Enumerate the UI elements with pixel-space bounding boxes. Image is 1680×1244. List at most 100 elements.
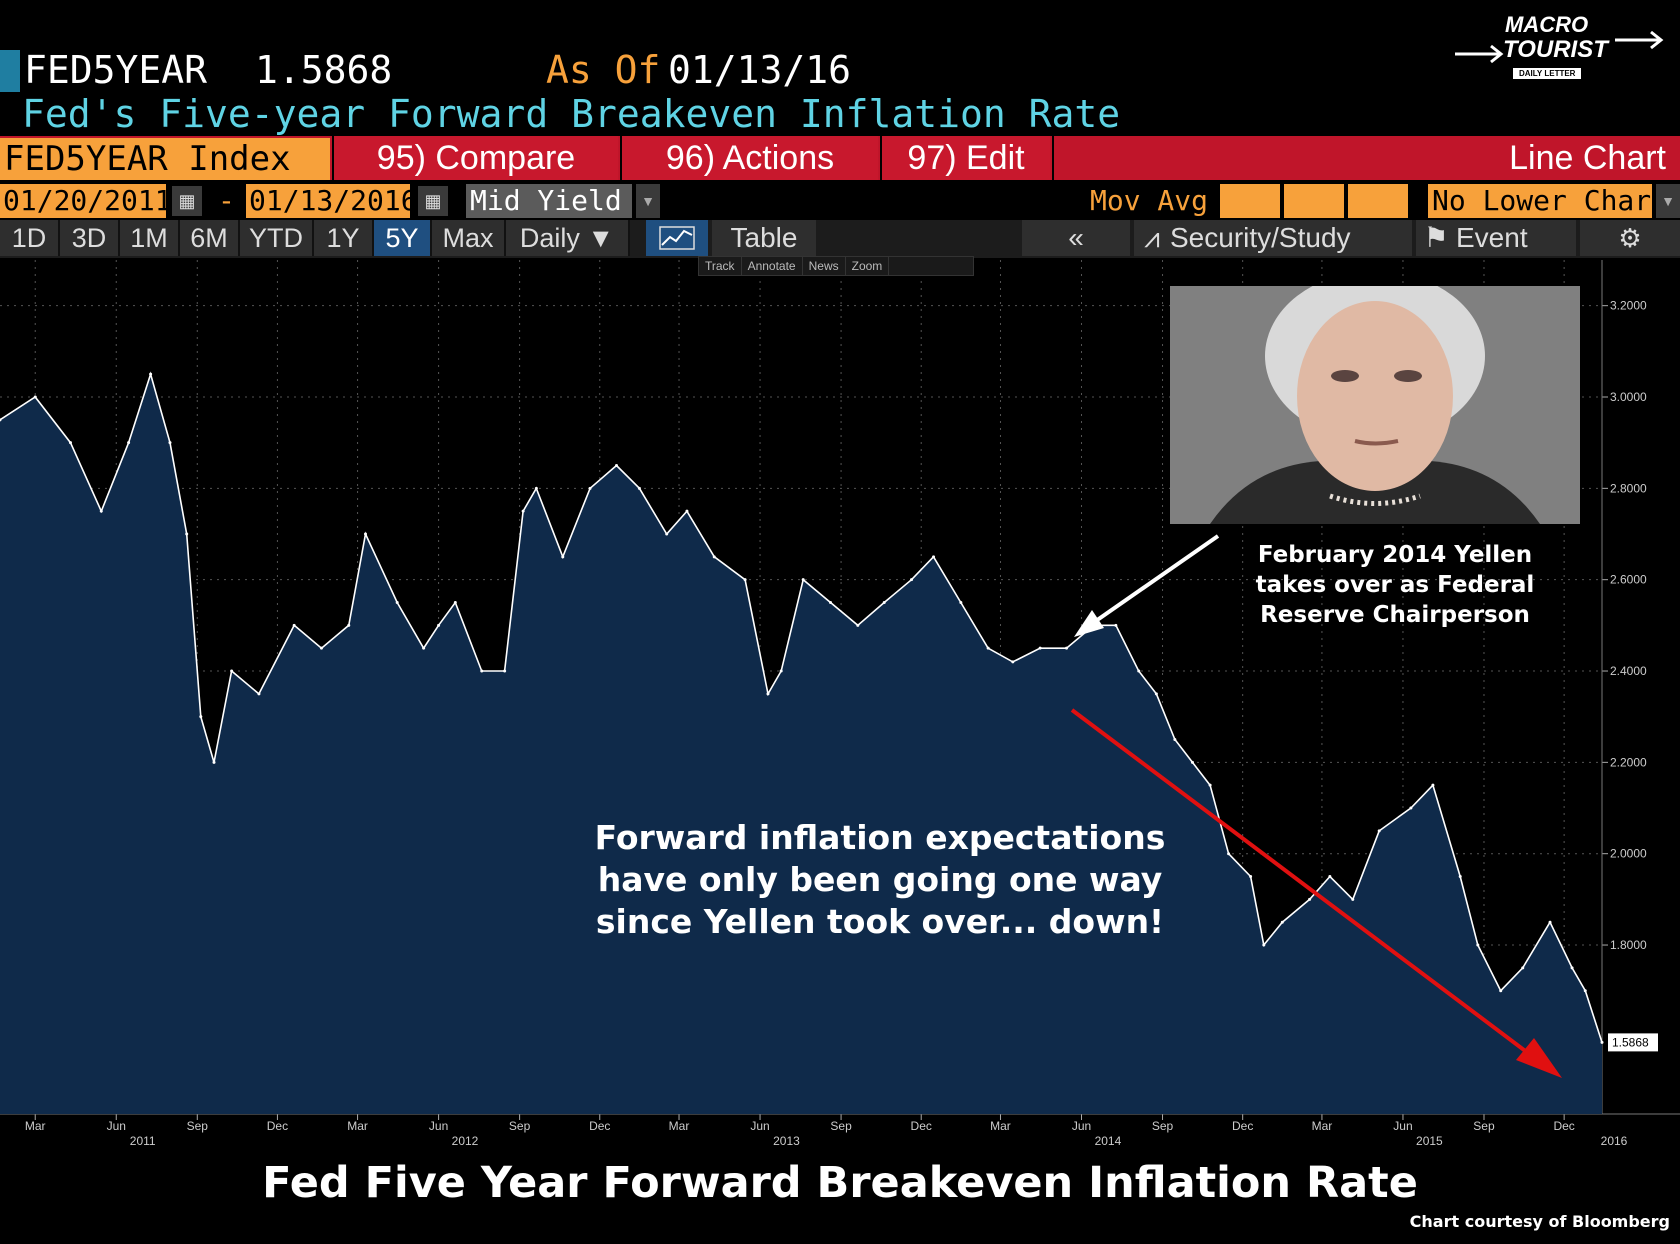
x-month-label: Dec [1232,1119,1253,1133]
table-button[interactable]: Table [712,220,816,256]
footer-title: Fed Five Year Forward Breakeven Inflatio… [262,1158,1418,1208]
calendar-icon[interactable]: ▦ [418,186,448,216]
line-chart-icon[interactable] [646,220,708,256]
x-month-label: Mar [669,1119,690,1133]
period-button[interactable]: 5Y [374,220,432,256]
yellen-arrowhead [1074,610,1104,637]
data-point [1227,852,1231,856]
trend-arrow [1070,708,1542,1064]
event-label: Event [1456,222,1528,253]
data-point [521,509,525,513]
period-button[interactable]: Daily ▼ [506,220,630,256]
logo-line-1: MACRO [1505,12,1589,37]
period-button[interactable]: 6M [180,220,240,256]
header-as-of-label: As Of [546,48,661,92]
footer-credit: Chart courtesy of Bloomberg [1409,1212,1670,1231]
data-point [437,623,441,627]
security-study-button[interactable]: ⩘ Security/Study [1134,220,1412,256]
data-point [1521,966,1525,970]
header-as-of-date: 01/13/16 [668,48,852,92]
data-point [1249,875,1253,879]
data-point [534,486,538,490]
x-month-label: Dec [911,1119,932,1133]
period-button[interactable]: Max [432,220,506,256]
series-line [0,371,1603,1043]
track-tool[interactable]: Track [699,257,742,275]
period-button[interactable]: 1D [0,220,60,256]
data-point [685,509,689,513]
x-month-label: Sep [1473,1119,1495,1133]
logo-line-3: DAILY LETTER [1513,68,1582,79]
start-date-field[interactable]: 01/20/2011 [0,184,172,218]
x-month-label: Sep [187,1119,209,1133]
chart-tool-strip: Track Annotate News Zoom [698,256,974,276]
event-button[interactable]: ⚑ Event [1416,220,1576,256]
y-tick-label: 2.4000 [1610,664,1647,678]
annotate-tool[interactable]: Annotate [742,257,803,275]
header-ticker: FED5YEAR [24,48,208,92]
mov-avg-input[interactable] [1348,184,1408,218]
portrait-image [1170,286,1580,524]
data-point [33,395,37,399]
edit-button[interactable]: 97) Edit [880,136,1050,180]
data-point [199,715,203,719]
security-index-field[interactable]: FED5YEAR Index [0,138,330,180]
header-description: Fed's Five-year Forward Breakeven Inflat… [22,92,1121,136]
mov-avg-input[interactable] [1284,184,1344,218]
data-point [503,669,507,673]
arrow-logo-icon [1455,30,1664,64]
data-point [363,532,367,536]
data-point [1328,875,1332,879]
y-tick-label: 1.8000 [1610,938,1647,952]
chart-type-label[interactable]: Line Chart [1052,136,1680,180]
data-point [561,555,565,559]
yellen-annotation: February 2014 Yellen takes over as Feder… [1255,542,1535,628]
data-point [1570,966,1574,970]
header-last-value: 1.5868 [255,48,393,92]
data-point [395,601,399,605]
actions-button[interactable]: 96) Actions [620,136,878,180]
data-point [480,669,484,673]
data-point [230,669,234,673]
zoom-tool[interactable]: Zoom [846,257,890,275]
data-point [637,486,641,490]
data-point [0,418,2,422]
data-point [1308,897,1312,901]
end-date-field[interactable]: 01/13/2016 [246,184,418,218]
y-tick-label: 2.2000 [1610,755,1647,769]
gear-icon[interactable]: ⚙ [1580,220,1680,256]
data-point [712,555,716,559]
data-point [1377,829,1381,833]
mov-avg-input[interactable] [1220,184,1280,218]
data-point [1600,1040,1604,1044]
chevron-down-icon[interactable]: ▼ [1656,184,1680,218]
field-select[interactable]: Mid Yield [466,184,632,218]
line-chart-glyph [659,226,695,250]
lower-chart-select[interactable]: No Lower Chart [1428,184,1668,218]
yellen-photo [1170,286,1580,524]
data-point [1114,623,1118,627]
period-button[interactable]: YTD [240,220,314,256]
data-point [1137,669,1141,673]
y-tick-label: 3.0000 [1610,390,1647,404]
data-point [1208,783,1212,787]
collapse-icon[interactable]: « [1022,220,1130,256]
news-tool[interactable]: News [803,257,846,275]
data-point [614,464,618,468]
data-point [1431,783,1435,787]
price-chart: 3.2000 3.0000 2.8000 2.6000 2.4000 2.2000 2.00… [0,260,1680,1160]
compare-button[interactable]: 95) Compare [332,136,618,180]
data-point [801,578,805,582]
chevron-down-icon[interactable]: ▼ [636,184,660,218]
period-button[interactable]: 3D [60,220,120,256]
calendar-icon[interactable]: ▦ [172,186,202,216]
data-point [1409,806,1413,810]
date-range-dash: - [218,184,235,217]
data-point [1583,989,1587,993]
period-button[interactable]: 1Y [314,220,374,256]
y-tick-label: 3.2000 [1610,299,1647,313]
logo-line-2: TOURIST [1503,36,1608,63]
data-point [882,601,886,605]
data-point [1154,692,1158,696]
period-button[interactable]: 1M [120,220,180,256]
